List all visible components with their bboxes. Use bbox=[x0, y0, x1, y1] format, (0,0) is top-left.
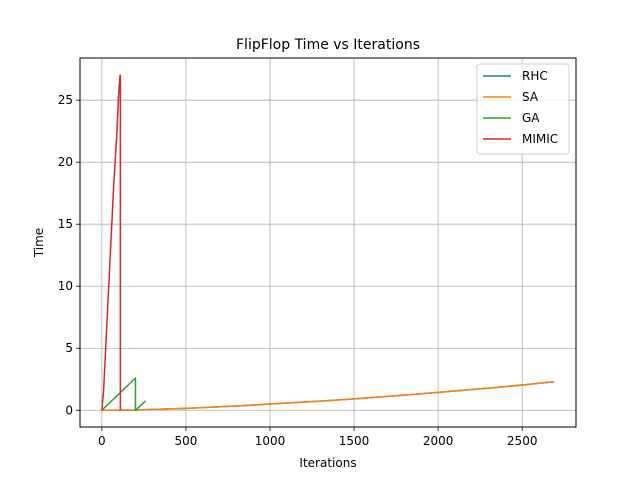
x-tick-label: 1500 bbox=[339, 434, 370, 448]
plot-frame bbox=[79, 57, 577, 428]
y-tick-label: 10 bbox=[58, 279, 73, 293]
series-lines bbox=[101, 74, 555, 412]
x-tick-label: 1000 bbox=[255, 434, 286, 448]
x-tick-label: 2500 bbox=[507, 434, 538, 448]
x-tick-label: 2000 bbox=[423, 434, 454, 448]
legend-label-mimic: MIMIC bbox=[522, 132, 558, 146]
legend-box bbox=[476, 63, 570, 155]
x-axis-label: Iterations bbox=[299, 456, 356, 470]
y-tick-label: 25 bbox=[58, 93, 73, 107]
chart-title: FlipFlop Time vs Iterations bbox=[236, 37, 420, 53]
y-tick-label: 0 bbox=[65, 403, 73, 417]
y-axis-label: Time bbox=[32, 228, 46, 258]
legend-label-rhc: RHC bbox=[522, 69, 548, 83]
y-axis-ticks: 0 5 10 15 20 25 bbox=[58, 93, 80, 417]
series-line-mimic bbox=[101, 74, 122, 411]
y-tick-label: 15 bbox=[58, 217, 73, 231]
legend: RHC SA GA MIMIC bbox=[476, 63, 570, 155]
series-line-sa bbox=[101, 380, 555, 412]
series-line-ga bbox=[101, 377, 147, 412]
y-tick-label: 20 bbox=[58, 155, 73, 169]
series-line-rhc bbox=[101, 380, 555, 412]
legend-label-sa: SA bbox=[522, 90, 539, 104]
x-tick-label: 0 bbox=[98, 434, 106, 448]
x-tick-label: 500 bbox=[174, 434, 197, 448]
x-axis-ticks: 0 500 1000 1500 2000 2500 bbox=[98, 427, 537, 448]
legend-label-ga: GA bbox=[522, 111, 540, 125]
y-tick-label: 5 bbox=[65, 341, 73, 355]
